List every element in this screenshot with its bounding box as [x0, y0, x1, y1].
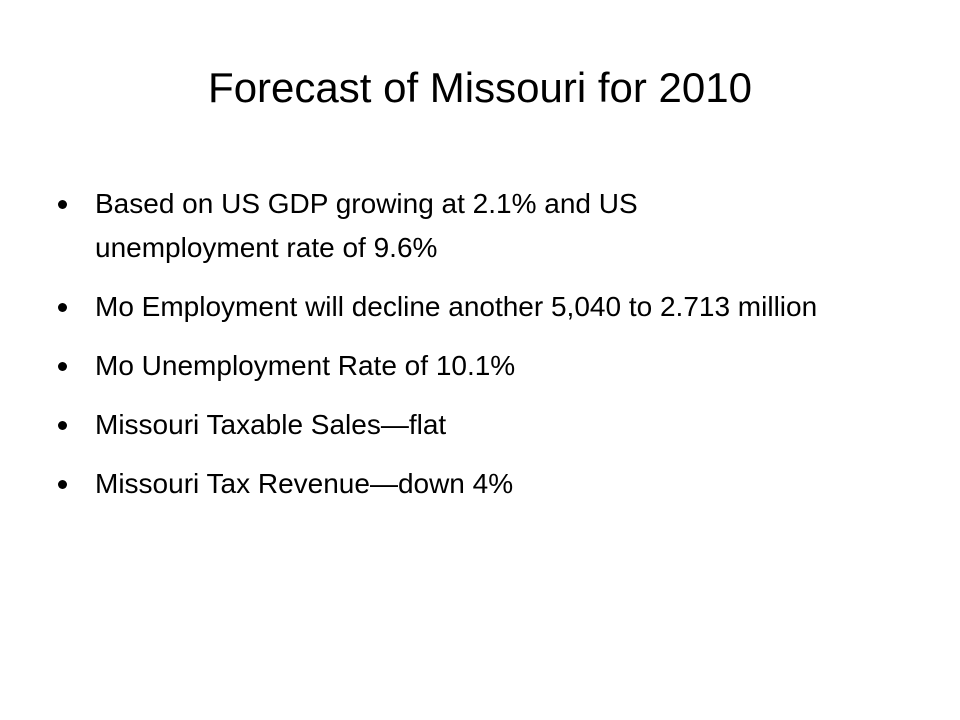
bullet-dot	[58, 303, 67, 312]
bullet-text: Mo Employment will decline another 5,040…	[95, 291, 818, 322]
slide-title: Forecast of Missouri for 2010	[208, 64, 752, 111]
bullet-item: Missouri Tax Revenue—down 4%	[0, 462, 820, 506]
bullet-text: Missouri Taxable Sales—flat	[95, 409, 447, 440]
bullet-text: Missouri Tax Revenue—down 4%	[95, 468, 514, 499]
bullet-text: Based on US GDP growing at 2.1% and US u…	[95, 188, 638, 263]
bullet-text: Mo Unemployment Rate of 10.1%	[95, 350, 516, 381]
bullet-item: Mo Unemployment Rate of 10.1%	[0, 344, 820, 388]
bullet-item: Mo Employment will decline another 5,040…	[0, 285, 820, 329]
bullet-item: Missouri Taxable Sales—flat	[0, 403, 820, 447]
bullet-dot	[58, 421, 67, 430]
bullet-list: Based on US GDP growing at 2.1% and US u…	[0, 182, 820, 521]
bullet-item: Based on US GDP growing at 2.1% and US u…	[0, 182, 820, 270]
bullet-dot	[58, 362, 67, 371]
bullet-dot	[58, 200, 67, 209]
bullet-dot	[58, 480, 67, 489]
